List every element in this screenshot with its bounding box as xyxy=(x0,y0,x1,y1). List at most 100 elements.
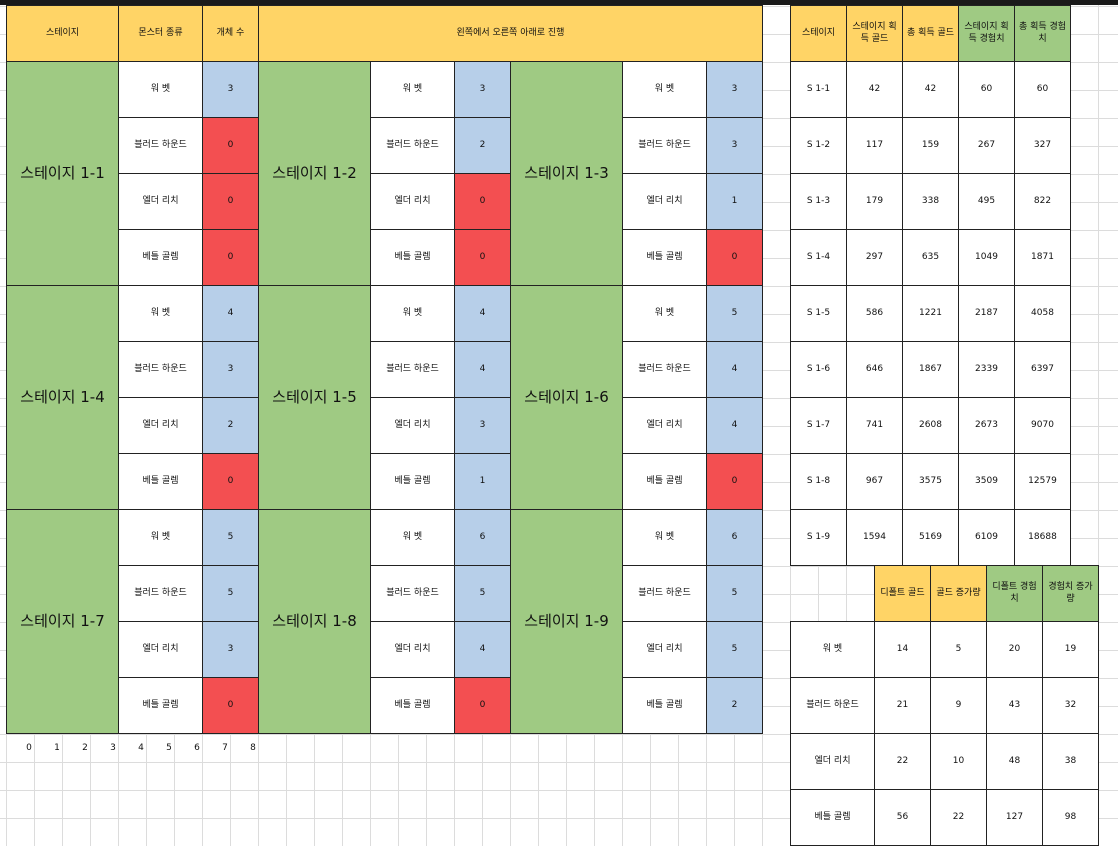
reward-value-cell: 14 xyxy=(874,621,931,678)
reward-header-cell: 골드 증가량 xyxy=(930,565,987,622)
monster-name-cell: 워 벳 xyxy=(370,509,455,566)
monster-name-cell: 워 벳 xyxy=(622,61,707,118)
monster-count-cell: 5 xyxy=(706,621,763,678)
monster-name-cell: 엘더 리치 xyxy=(622,397,707,454)
summary-cell: 741 xyxy=(846,397,903,454)
monster-count-cell: 3 xyxy=(202,341,259,398)
summary-cell: 9070 xyxy=(1014,397,1071,454)
monster-name-cell: 엘더 리치 xyxy=(370,173,455,230)
stage-name-cell: 스테이지 1-3 xyxy=(510,61,623,286)
stage-name-cell: 스테이지 1-5 xyxy=(258,285,371,510)
stage-name-cell: 스테이지 1-9 xyxy=(510,509,623,734)
monster-count-cell: 6 xyxy=(454,509,511,566)
summary-header-cell: 스테이지 획득 경험치 xyxy=(958,5,1015,62)
summary-header-cell: 스테이지 xyxy=(790,5,847,62)
monster-name-cell: 베틀 골렘 xyxy=(622,229,707,286)
reward-monster-cell: 블러드 하운드 xyxy=(790,677,875,734)
header-progression: 왼쪽에서 오른쪽 아래로 진행 xyxy=(258,5,763,62)
monster-count-cell: 3 xyxy=(202,621,259,678)
monster-name-cell: 워 벳 xyxy=(118,61,203,118)
reward-monster-cell: 베틀 골렘 xyxy=(790,789,875,846)
reward-value-cell: 98 xyxy=(1042,789,1099,846)
monster-name-cell: 워 벳 xyxy=(622,285,707,342)
summary-cell: 1594 xyxy=(846,509,903,566)
column-number: 3 xyxy=(110,743,116,753)
monster-count-cell: 5 xyxy=(706,565,763,622)
summary-cell: 1871 xyxy=(1014,229,1071,286)
summary-cell: S 1-8 xyxy=(790,453,847,510)
stage-name-cell: 스테이지 1-1 xyxy=(6,61,119,286)
summary-cell: 42 xyxy=(902,61,959,118)
reward-value-cell: 5 xyxy=(930,621,987,678)
monster-count-cell: 4 xyxy=(454,285,511,342)
reward-header-cell: 디폴트 골드 xyxy=(874,565,931,622)
column-number: 7 xyxy=(222,743,228,753)
summary-cell: 267 xyxy=(958,117,1015,174)
reward-value-cell: 38 xyxy=(1042,733,1099,790)
summary-cell: 4058 xyxy=(1014,285,1071,342)
monster-name-cell: 베틀 골렘 xyxy=(622,677,707,734)
monster-name-cell: 엘더 리치 xyxy=(622,173,707,230)
monster-name-cell: 블러드 하운드 xyxy=(622,565,707,622)
summary-cell: 3575 xyxy=(902,453,959,510)
monster-name-cell: 베틀 골렘 xyxy=(370,677,455,734)
monster-name-cell: 엘더 리치 xyxy=(370,621,455,678)
monster-name-cell: 블러드 하운드 xyxy=(118,341,203,398)
monster-count-cell: 1 xyxy=(454,453,511,510)
summary-cell: S 1-5 xyxy=(790,285,847,342)
stage-name-cell: 스테이지 1-8 xyxy=(258,509,371,734)
reward-monster-cell: 워 벳 xyxy=(790,621,875,678)
top-strip xyxy=(0,0,1118,5)
summary-cell: 1049 xyxy=(958,229,1015,286)
summary-cell: 1867 xyxy=(902,341,959,398)
summary-cell: 6397 xyxy=(1014,341,1071,398)
summary-cell: 117 xyxy=(846,117,903,174)
monster-name-cell: 엘더 리치 xyxy=(622,621,707,678)
monster-count-cell: 0 xyxy=(202,117,259,174)
monster-name-cell: 블러드 하운드 xyxy=(118,117,203,174)
monster-count-cell: 5 xyxy=(202,509,259,566)
monster-name-cell: 베틀 골렘 xyxy=(118,453,203,510)
stage-name-cell: 스테이지 1-6 xyxy=(510,285,623,510)
summary-cell: S 1-4 xyxy=(790,229,847,286)
monster-name-cell: 엘더 리치 xyxy=(118,621,203,678)
monster-name-cell: 워 벳 xyxy=(118,509,203,566)
monster-count-cell: 0 xyxy=(706,453,763,510)
summary-cell: 18688 xyxy=(1014,509,1071,566)
reward-value-cell: 19 xyxy=(1042,621,1099,678)
summary-header-cell: 총 획득 골드 xyxy=(902,5,959,62)
summary-cell: 2608 xyxy=(902,397,959,454)
monster-name-cell: 베틀 골렘 xyxy=(118,677,203,734)
monster-count-cell: 2 xyxy=(202,397,259,454)
monster-count-cell: 3 xyxy=(454,61,511,118)
stage-name-cell: 스테이지 1-7 xyxy=(6,509,119,734)
reward-value-cell: 9 xyxy=(930,677,987,734)
column-number: 6 xyxy=(194,743,200,753)
summary-cell: 495 xyxy=(958,173,1015,230)
header-monster-type: 몬스터 종류 xyxy=(118,5,203,62)
monster-count-cell: 0 xyxy=(454,173,511,230)
monster-count-cell: 6 xyxy=(706,509,763,566)
summary-cell: 60 xyxy=(958,61,1015,118)
summary-cell: 327 xyxy=(1014,117,1071,174)
monster-name-cell: 워 벳 xyxy=(622,509,707,566)
summary-cell: 646 xyxy=(846,341,903,398)
summary-cell: 42 xyxy=(846,61,903,118)
summary-cell: 159 xyxy=(902,117,959,174)
monster-name-cell: 워 벳 xyxy=(370,285,455,342)
summary-cell: S 1-1 xyxy=(790,61,847,118)
column-number: 1 xyxy=(54,743,60,753)
monster-name-cell: 블러드 하운드 xyxy=(370,117,455,174)
summary-cell: S 1-2 xyxy=(790,117,847,174)
summary-cell: 12579 xyxy=(1014,453,1071,510)
monster-count-cell: 2 xyxy=(454,117,511,174)
monster-count-cell: 3 xyxy=(706,117,763,174)
monster-name-cell: 베틀 골렘 xyxy=(370,229,455,286)
header-count: 개체 수 xyxy=(202,5,259,62)
monster-count-cell: 3 xyxy=(202,61,259,118)
header-stage: 스테이지 xyxy=(6,5,119,62)
column-number: 8 xyxy=(250,743,256,753)
monster-count-cell: 5 xyxy=(202,565,259,622)
summary-cell: S 1-3 xyxy=(790,173,847,230)
summary-cell: 179 xyxy=(846,173,903,230)
